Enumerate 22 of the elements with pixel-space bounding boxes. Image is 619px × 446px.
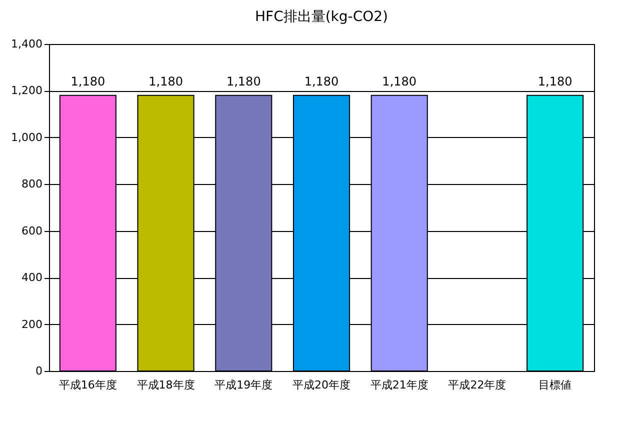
- data-label: 1,180: [382, 74, 417, 88]
- x-tick-label: 平成19年度: [214, 378, 273, 392]
- data-label: 1,180: [538, 74, 572, 88]
- data-label: 1,180: [304, 74, 339, 88]
- x-tick-label: 平成21年度: [370, 378, 428, 392]
- data-label: 1,180: [70, 74, 106, 88]
- y-tick-label: 1,200: [11, 84, 42, 98]
- y-tick-label: 800: [22, 178, 42, 191]
- data-label: 1,180: [226, 74, 261, 88]
- x-tick-label: 平成16年度: [58, 378, 117, 392]
- x-tick-label: 平成18年度: [136, 378, 195, 392]
- y-tick-label: 0: [36, 364, 42, 378]
- y-tick-label: 1,400: [11, 38, 42, 50]
- x-tick-label: 平成22年度: [448, 378, 506, 392]
- y-tick-label: 1,000: [11, 130, 42, 144]
- data-label: 1,180: [148, 74, 183, 88]
- x-tick-label: 目標値: [538, 378, 572, 392]
- y-tick-label: 400: [22, 271, 42, 284]
- y-tick-label: 600: [22, 224, 42, 238]
- chart-title: HFC排出量(kg-CO2): [254, 9, 388, 25]
- x-tick-label: 平成20年度: [292, 378, 350, 392]
- y-tick-label: 200: [22, 318, 42, 331]
